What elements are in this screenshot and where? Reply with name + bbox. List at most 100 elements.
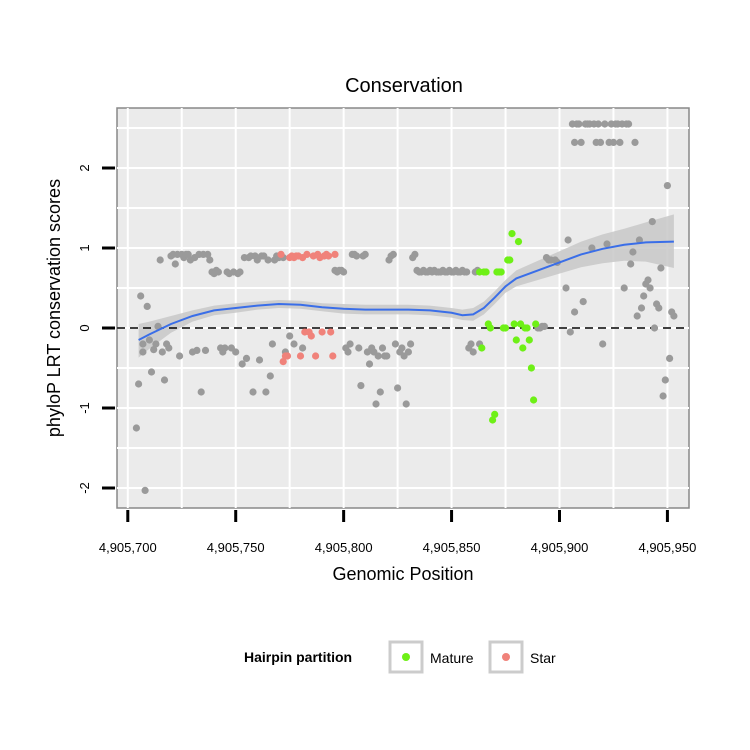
point-other <box>158 348 166 356</box>
y-tick-label: 2 <box>77 164 92 171</box>
smooth-line-layer <box>138 240 674 341</box>
point-other <box>394 384 402 392</box>
point-other <box>644 276 652 284</box>
point-other <box>290 340 298 348</box>
y-axis: -2 -1 0 1 2 <box>77 164 115 494</box>
point-other <box>264 256 272 264</box>
point-mature <box>530 396 538 404</box>
y-tick-label: 0 <box>77 324 92 331</box>
point-other <box>242 354 251 362</box>
point-star <box>303 250 311 258</box>
point-other <box>286 332 294 340</box>
point-other <box>156 256 164 264</box>
point-star <box>331 250 339 258</box>
x-tick-label: 4,905,950 <box>638 540 696 555</box>
point-other <box>646 284 654 292</box>
point-mature <box>523 324 531 332</box>
point-other <box>571 138 579 146</box>
point-other <box>596 138 605 146</box>
point-other <box>255 356 264 364</box>
point-star <box>329 352 337 360</box>
point-other <box>160 376 169 384</box>
point-other <box>625 120 633 128</box>
point-mature <box>519 344 527 352</box>
point-other <box>344 348 352 356</box>
point-other <box>214 268 222 276</box>
y-tick-label: -1 <box>77 402 92 414</box>
y-tick-label: 1 <box>77 244 92 251</box>
point-mature <box>482 268 490 276</box>
point-other <box>383 352 391 360</box>
legend-label-mature: Mature <box>430 650 474 666</box>
point-other <box>398 344 406 352</box>
point-mature <box>501 324 510 332</box>
point-other <box>566 328 574 336</box>
point-other <box>463 268 471 276</box>
smooth-line <box>138 240 674 341</box>
point-other <box>353 252 361 260</box>
chart-title: Conservation <box>345 75 463 97</box>
point-other <box>139 348 147 356</box>
point-mature <box>497 268 505 276</box>
point-mature <box>478 344 486 352</box>
point-other <box>176 352 184 360</box>
point-other <box>657 264 665 272</box>
point-other <box>221 344 229 352</box>
point-star <box>324 252 333 260</box>
point-mature <box>491 410 499 418</box>
point-other <box>232 348 240 356</box>
point-other <box>599 340 607 348</box>
point-other <box>147 368 156 376</box>
point-other <box>197 388 205 396</box>
point-other <box>357 382 365 390</box>
y-axis-title: phyloP LRT conservation scores <box>44 179 64 437</box>
point-mature <box>512 336 520 344</box>
y-tick-label: -2 <box>77 482 92 494</box>
point-other <box>391 340 399 348</box>
point-mature <box>510 320 518 328</box>
point-other <box>374 352 382 360</box>
point-other <box>661 376 669 384</box>
point-other <box>411 250 419 258</box>
point-other <box>402 400 410 408</box>
x-tick-label: 4,905,900 <box>531 540 589 555</box>
point-other <box>666 354 674 362</box>
point-other <box>238 360 246 368</box>
point-other <box>577 138 585 146</box>
point-other <box>143 302 151 310</box>
point-other <box>389 250 397 258</box>
point-other <box>635 236 644 244</box>
point-other <box>249 388 257 396</box>
point-other <box>655 304 663 312</box>
point-star <box>318 328 326 336</box>
point-other <box>601 120 609 128</box>
legend-key-star <box>502 653 510 661</box>
point-other <box>594 120 602 128</box>
point-other <box>139 340 147 348</box>
point-mature <box>508 230 516 238</box>
point-other <box>631 138 639 146</box>
point-other <box>650 324 659 332</box>
point-other <box>575 120 583 128</box>
point-other <box>355 344 363 352</box>
point-other <box>633 312 641 320</box>
point-other <box>620 284 628 292</box>
x-tick-label: 4,905,750 <box>207 540 265 555</box>
x-tick-label: 4,905,800 <box>315 540 373 555</box>
point-other <box>670 312 678 320</box>
point-other <box>627 260 635 268</box>
point-other <box>340 268 348 276</box>
point-other <box>236 268 244 276</box>
point-star <box>296 352 305 360</box>
point-other <box>609 138 618 146</box>
point-star <box>279 358 287 366</box>
x-axis-title: Genomic Position <box>332 564 473 584</box>
point-other <box>268 340 276 348</box>
point-other <box>193 346 201 354</box>
point-other <box>579 298 587 306</box>
point-other <box>150 346 158 354</box>
point-star <box>307 332 315 340</box>
point-other <box>171 260 179 268</box>
point-other <box>152 340 160 348</box>
point-other <box>132 424 140 432</box>
